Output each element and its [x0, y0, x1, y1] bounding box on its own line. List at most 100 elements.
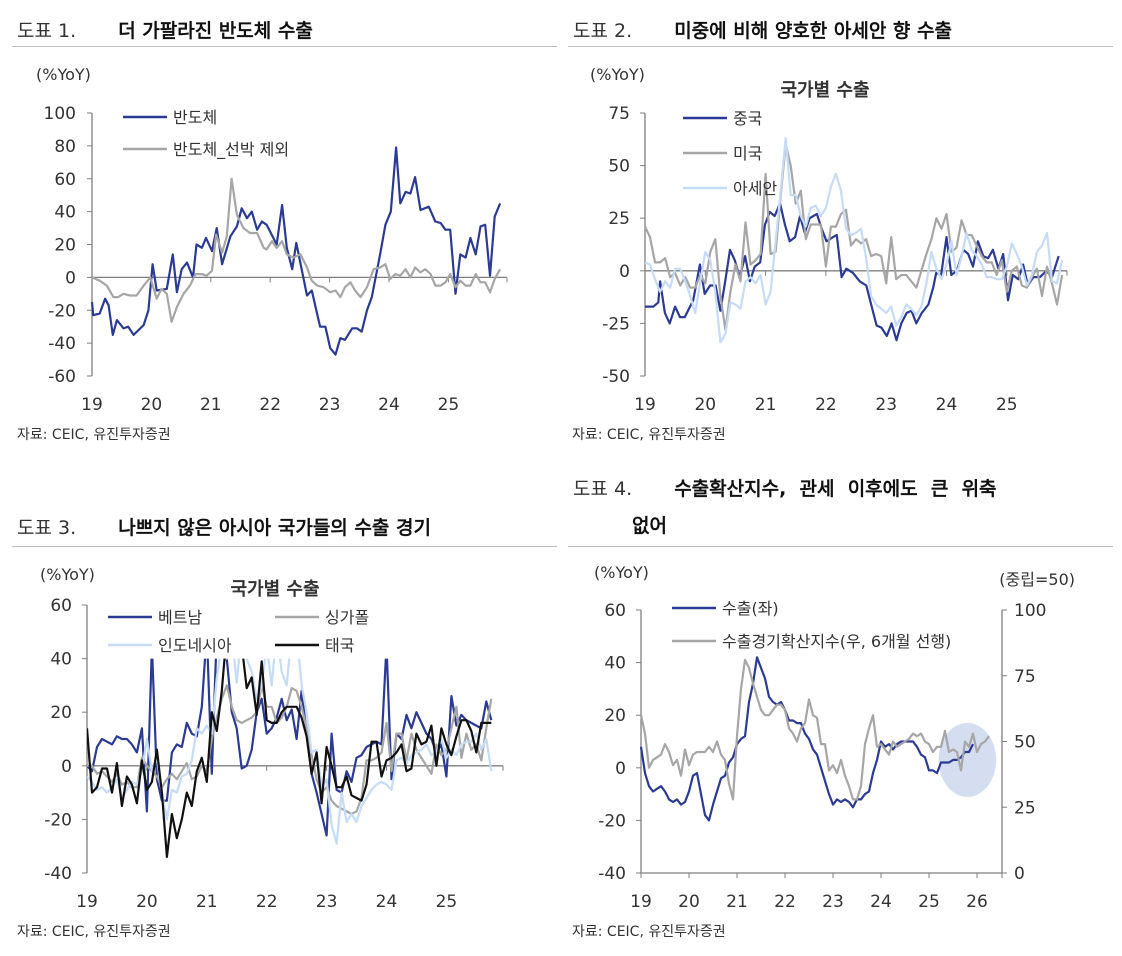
- x-tick-label: 21: [196, 892, 218, 912]
- x-tick-label: 21: [726, 892, 748, 912]
- legend-label: 베트남: [158, 608, 202, 627]
- y-tick-label: 0: [65, 268, 76, 288]
- x-tick-label: 19: [630, 892, 652, 912]
- series-line-4: [87, 658, 492, 858]
- x-tick-label: 25: [996, 395, 1018, 415]
- y-axis-title-right: (중립=50): [999, 570, 1075, 589]
- x-tick-label: 23: [316, 892, 338, 912]
- y-tick-label-right: 75: [1014, 667, 1036, 687]
- legend-label: 수출경기확산지수(우, 6개월 선행): [722, 632, 951, 651]
- figure-title-line2: 없어: [632, 515, 667, 537]
- highlight-ellipse: [938, 722, 997, 797]
- divider: [568, 46, 1113, 47]
- legend-label: 아세안: [733, 179, 777, 198]
- figure-title: 더 가팔라진 반도체 수출: [118, 20, 313, 42]
- figure-number: 도표 1.: [17, 20, 77, 42]
- legend-label: 반도체_선박 제외: [173, 140, 289, 160]
- x-tick-label: 20: [141, 395, 163, 415]
- x-tick-label: 22: [774, 892, 796, 912]
- x-tick-label: 22: [256, 892, 278, 912]
- y-tick-label: 80: [54, 137, 76, 157]
- legend-label: 수출(좌): [722, 599, 779, 618]
- y-tick-label-right: 25: [1014, 798, 1036, 818]
- y-axis-title: (%YoY): [590, 65, 645, 84]
- chart-title: 국가별 수출: [780, 80, 869, 101]
- chart-2: 75 50 25 0 -25 -50 (%YoY) 19 20 21 22 23 24 25 중국미국아세안…: [590, 65, 1068, 415]
- chart-4: 60 40 20 0 -20 -40 (%YoY) 100 75 50 25 0 (중립=50) 19 20…: [594, 563, 1075, 912]
- series-line-1: [639, 656, 974, 822]
- series-line-3: [644, 137, 1064, 344]
- x-tick-label: 21: [200, 395, 222, 415]
- source-note: 자료: CEIC, 유진투자증권: [17, 427, 171, 443]
- y-tick-label-right: 100: [1014, 601, 1046, 621]
- x-tick-label: 22: [815, 395, 837, 415]
- source-note: 자료: CEIC, 유진투자증권: [572, 427, 726, 443]
- divider: [568, 546, 1113, 547]
- x-tick-label: 26: [966, 892, 988, 912]
- legend-label: 중국: [733, 109, 762, 128]
- y-tick-label: 20: [54, 236, 76, 256]
- y-tick-label: 40: [604, 654, 626, 674]
- x-tick-label: 21: [755, 395, 777, 415]
- series-line-2: [639, 658, 990, 801]
- series-line-1: [90, 146, 502, 356]
- figure-title-line1: 수출확산지수, 관세 이후에도 큰 위축: [674, 478, 997, 500]
- x-tick-label: 19: [634, 395, 656, 415]
- y-tick-label: 20: [604, 706, 626, 726]
- x-tick-label: 25: [436, 892, 458, 912]
- y-axis-title: (%YoY): [594, 563, 649, 582]
- x-tick-label: 23: [822, 892, 844, 912]
- figure-number: 도표 2.: [573, 20, 633, 42]
- y-tick-label: 100: [44, 104, 76, 124]
- y-tick-label: -20: [48, 301, 76, 321]
- chart-1: 100 80 60 40 20 0 -20 -40 -60 (%YoY) 19 20 21 22 23 24 2…: [36, 65, 508, 415]
- y-tick-label: 60: [50, 596, 72, 616]
- source-note: 자료: CEIC, 유진투자증권: [572, 924, 726, 940]
- y-tick-label-right: 50: [1014, 733, 1036, 753]
- series-line-2: [91, 177, 502, 323]
- y-tick-label: -20: [44, 810, 72, 830]
- divider: [12, 46, 557, 47]
- source-note: 자료: CEIC, 유진투자증권: [17, 924, 171, 940]
- y-tick-label: 0: [619, 262, 630, 282]
- y-tick-label: 20: [50, 703, 72, 723]
- y-tick-label: 75: [608, 104, 630, 124]
- x-tick-label: 20: [136, 892, 158, 912]
- y-tick-label: 50: [608, 157, 630, 177]
- x-tick-label: 23: [319, 395, 341, 415]
- figure-3-header: 도표 3. 나쁘지 않은 아시아 국가들의 수출 경기: [17, 513, 431, 540]
- figure-title: 미중에 비해 양호한 아세안 향 수출: [674, 20, 952, 42]
- legend-label: 반도체: [173, 108, 217, 127]
- figure-1-header: 도표 1. 더 가팔라진 반도체 수출: [17, 16, 313, 43]
- x-tick-label: 19: [81, 395, 103, 415]
- x-tick-label: 23: [875, 395, 897, 415]
- x-tick-label: 20: [678, 892, 700, 912]
- x-tick-label: 24: [870, 892, 892, 912]
- y-axis-title: (%YoY): [36, 65, 91, 84]
- y-tick-label: -20: [598, 811, 626, 831]
- y-tick-label: 60: [604, 601, 626, 621]
- chart-title: 국가별 수출: [230, 579, 319, 600]
- series-line-1: [645, 202, 1060, 342]
- x-tick-label: 22: [259, 395, 281, 415]
- x-tick-label: 19: [76, 892, 98, 912]
- legend-label: 인도네시아: [158, 636, 232, 655]
- figure-number: 도표 4.: [573, 478, 633, 500]
- y-tick-label-right: 0: [1014, 864, 1025, 884]
- y-tick-label: -40: [598, 864, 626, 884]
- figure-4-header-line2: 없어: [632, 511, 667, 538]
- x-tick-label: 24: [936, 395, 958, 415]
- legend-label: 싱가폴: [325, 608, 369, 627]
- y-tick-label: -40: [48, 334, 76, 354]
- figure-number: 도표 3.: [17, 517, 77, 539]
- y-axis-title: (%YoY): [40, 565, 95, 584]
- x-tick-label: 20: [694, 395, 716, 415]
- chart-3: 60 40 20 0 -20 -40 (%YoY) 19 20 21 22 23 24 25 베트남 싱가폴인…: [40, 565, 504, 912]
- y-tick-label: -60: [48, 367, 76, 387]
- y-tick-label: -50: [602, 367, 630, 387]
- y-tick-label: 40: [50, 650, 72, 670]
- y-tick-label: -25: [602, 314, 630, 334]
- y-tick-label: 25: [608, 209, 630, 229]
- x-tick-label: 24: [376, 892, 398, 912]
- legend-label: 미국: [733, 144, 762, 163]
